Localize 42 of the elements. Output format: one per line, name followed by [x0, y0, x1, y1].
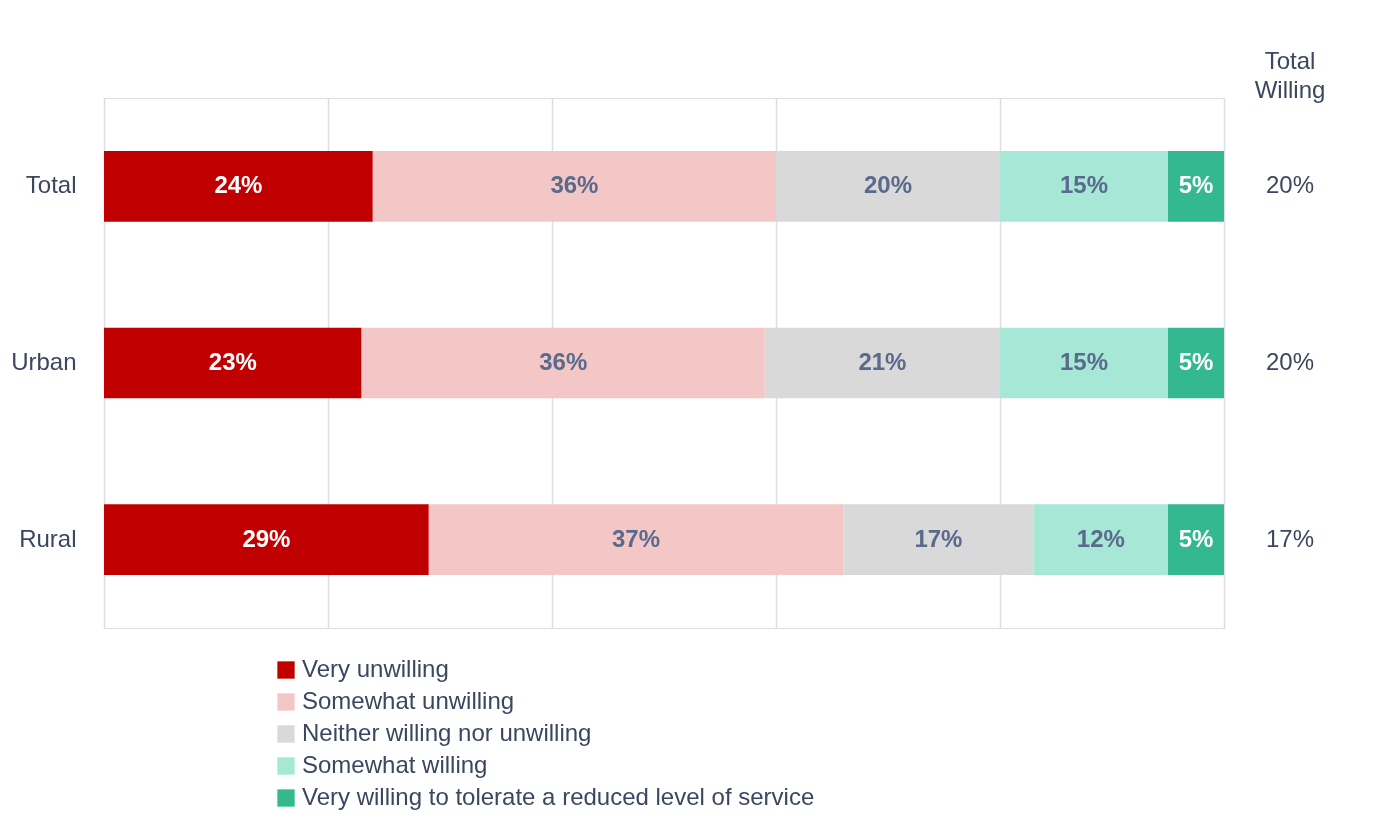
bar: [1168, 504, 1224, 575]
bar: [1000, 327, 1168, 399]
data-label: 12%: [1076, 524, 1125, 552]
bar: [104, 504, 429, 575]
data-label: 36%: [550, 171, 599, 199]
y-tick-label: Rural: [19, 524, 77, 552]
text: 17%: [1265, 524, 1315, 552]
bar: [843, 504, 1034, 575]
data-label: 23%: [208, 348, 257, 375]
legend-label: Very willing to tolerate a reduced level of service: [302, 783, 815, 810]
legend-label: Somewhat willing: [302, 751, 488, 778]
data-label: 5%: [1178, 171, 1214, 199]
bar: [372, 151, 776, 222]
data-label: 37%: [611, 524, 661, 552]
y-tick-label: Total: [25, 171, 77, 199]
data-label: 36%: [539, 348, 588, 375]
data-label: 15%: [1059, 348, 1109, 375]
bar: [1033, 504, 1168, 575]
data-label: 21%: [858, 348, 907, 375]
data-label: 17%: [914, 524, 963, 552]
data-label: 5%: [1178, 524, 1214, 552]
bar: [1000, 151, 1168, 222]
data-label: 20%: [863, 171, 913, 199]
bar: [764, 327, 1000, 399]
bar: [1168, 327, 1224, 399]
legend-label: Very unwilling: [302, 655, 449, 682]
bar: [361, 327, 765, 399]
text: 20%: [1265, 171, 1315, 199]
data-label: 15%: [1059, 171, 1109, 199]
data-label: 5%: [1178, 348, 1214, 375]
data-label: 24%: [214, 171, 263, 199]
text: Total Willing: [1254, 47, 1326, 103]
text: 20%: [1265, 348, 1315, 375]
bar: [776, 151, 1000, 222]
legend-label: Somewhat unwilling: [302, 687, 515, 714]
bar: [104, 327, 362, 399]
bar: [428, 504, 844, 575]
bar: [1168, 151, 1224, 222]
legend-label: Neither willing nor unwilling: [302, 719, 592, 746]
y-tick-label: Urban: [11, 348, 77, 375]
data-label: 29%: [242, 524, 291, 552]
bar: [104, 151, 373, 222]
